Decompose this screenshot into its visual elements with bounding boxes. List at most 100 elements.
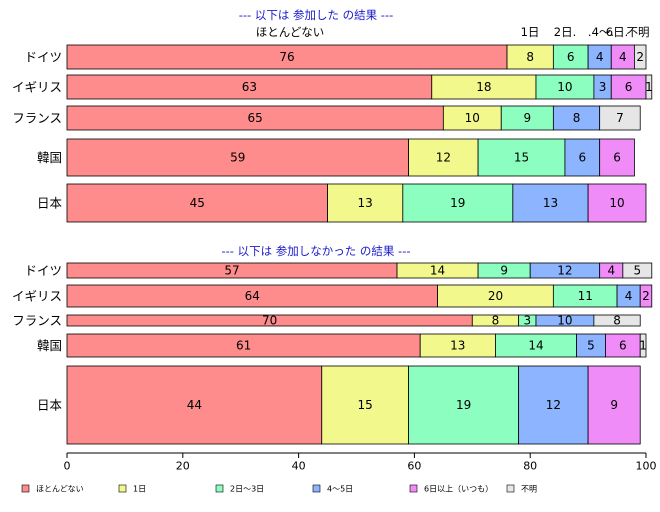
bar-segment bbox=[593, 314, 641, 327]
bar-segment bbox=[634, 44, 647, 70]
legend-label: 6日以上（いつも） bbox=[424, 485, 493, 494]
data-label: 6 bbox=[567, 50, 575, 64]
data-label: 9 bbox=[523, 111, 531, 125]
data-label: 19 bbox=[456, 398, 471, 412]
row-label: 韓国 bbox=[37, 338, 62, 353]
x-axis-tick-label: 80 bbox=[523, 460, 537, 473]
data-label: 6 bbox=[625, 80, 633, 94]
row-label: 日本 bbox=[37, 196, 63, 211]
legend-swatch bbox=[409, 484, 418, 493]
legend-swatch bbox=[312, 484, 321, 493]
bar-segment bbox=[500, 105, 554, 131]
data-label: 10 bbox=[465, 111, 480, 125]
bar-segment bbox=[587, 365, 641, 445]
column-header-label: 不明 bbox=[627, 25, 650, 39]
data-label: 15 bbox=[358, 398, 373, 412]
data-label: 8 bbox=[526, 50, 534, 64]
data-label: 64 bbox=[245, 289, 260, 303]
data-label: 4 bbox=[619, 50, 627, 64]
legend-swatch bbox=[118, 484, 127, 493]
data-label: 2 bbox=[642, 289, 650, 303]
data-label: 63 bbox=[242, 80, 257, 94]
bar-segment bbox=[321, 365, 410, 445]
data-label: 8 bbox=[613, 314, 621, 328]
bar-segment bbox=[408, 138, 479, 177]
data-label: 12 bbox=[546, 398, 561, 412]
data-label: 18 bbox=[476, 80, 491, 94]
x-axis-tick-label: 20 bbox=[176, 460, 190, 473]
data-label: 61 bbox=[236, 339, 251, 353]
legend-label: 4〜5日 bbox=[327, 485, 353, 494]
column-header-label: 6日. bbox=[606, 25, 628, 39]
bar-segment bbox=[402, 183, 514, 223]
data-label: 9 bbox=[500, 264, 508, 278]
data-label: 10 bbox=[557, 314, 572, 328]
data-label: 1 bbox=[639, 339, 647, 353]
row-label: ドイツ bbox=[24, 263, 62, 278]
row-label: ドイツ bbox=[24, 50, 62, 65]
bar-segment bbox=[512, 183, 589, 223]
bar-segment bbox=[552, 105, 601, 131]
bar-segment bbox=[408, 365, 520, 445]
data-label: 70 bbox=[262, 314, 277, 328]
bar-segment bbox=[639, 284, 653, 308]
x-axis-tick-label: 0 bbox=[64, 460, 71, 473]
data-label: 11 bbox=[578, 289, 593, 303]
legend-label: 2日〜3日 bbox=[230, 485, 264, 494]
row-label: イギリス bbox=[12, 289, 62, 304]
bar-segment bbox=[66, 365, 323, 445]
legend-swatch bbox=[21, 484, 30, 493]
data-label: 3 bbox=[523, 314, 531, 328]
data-label: 8 bbox=[492, 314, 500, 328]
x-axis-tick-label: 40 bbox=[292, 460, 306, 473]
x-axis-tick-label: 60 bbox=[407, 460, 421, 473]
data-label: 65 bbox=[248, 111, 263, 125]
row-label: フランス bbox=[12, 313, 62, 328]
data-label: 9 bbox=[610, 398, 618, 412]
data-label: 4 bbox=[596, 50, 604, 64]
bar-segment bbox=[506, 44, 554, 70]
data-label: 12 bbox=[557, 264, 572, 278]
bar-segment bbox=[66, 138, 410, 177]
bar-segment bbox=[599, 138, 635, 177]
bar-segment bbox=[66, 183, 328, 223]
data-label: 4 bbox=[607, 264, 615, 278]
data-label: 13 bbox=[358, 196, 373, 210]
data-label: 12 bbox=[436, 151, 451, 165]
column-header-label: 1日 bbox=[521, 25, 540, 39]
bar-segment bbox=[622, 262, 653, 279]
column-header-label: .4〜. bbox=[588, 25, 614, 39]
bar-segment bbox=[599, 105, 641, 131]
data-label: 8 bbox=[573, 111, 581, 125]
bar-segment bbox=[535, 74, 595, 100]
data-label: 14 bbox=[528, 339, 543, 353]
panel-title: --- 以下は 参加した の結果 --- bbox=[239, 8, 394, 22]
data-label: 6 bbox=[578, 151, 586, 165]
x-axis-tick-label: 100 bbox=[636, 460, 657, 473]
data-label: 10 bbox=[609, 196, 624, 210]
bar-segment bbox=[610, 74, 647, 100]
data-label: 57 bbox=[224, 264, 239, 278]
data-label: 5 bbox=[633, 264, 641, 278]
legend-label: ほとんどない bbox=[36, 485, 84, 494]
panel-title: --- 以下は 参加しなかった の結果 --- bbox=[221, 244, 410, 258]
data-label: 4 bbox=[625, 289, 633, 303]
bar-segment bbox=[66, 74, 433, 100]
legend-swatch bbox=[215, 484, 224, 493]
data-label: 10 bbox=[557, 80, 572, 94]
data-label: 3 bbox=[599, 80, 607, 94]
bar-segment bbox=[477, 138, 566, 177]
data-label: 2 bbox=[636, 50, 644, 64]
legend-swatch bbox=[506, 484, 515, 493]
bar-segment bbox=[639, 333, 647, 358]
data-label: 6 bbox=[619, 339, 627, 353]
data-label: 7 bbox=[616, 111, 624, 125]
bar-segment bbox=[66, 105, 444, 131]
data-label: 13 bbox=[450, 339, 465, 353]
data-label: 59 bbox=[230, 151, 245, 165]
bar-segment bbox=[645, 74, 653, 100]
data-label: 45 bbox=[190, 196, 205, 210]
legend-label: 不明 bbox=[521, 485, 537, 494]
data-label: 1 bbox=[645, 80, 653, 94]
